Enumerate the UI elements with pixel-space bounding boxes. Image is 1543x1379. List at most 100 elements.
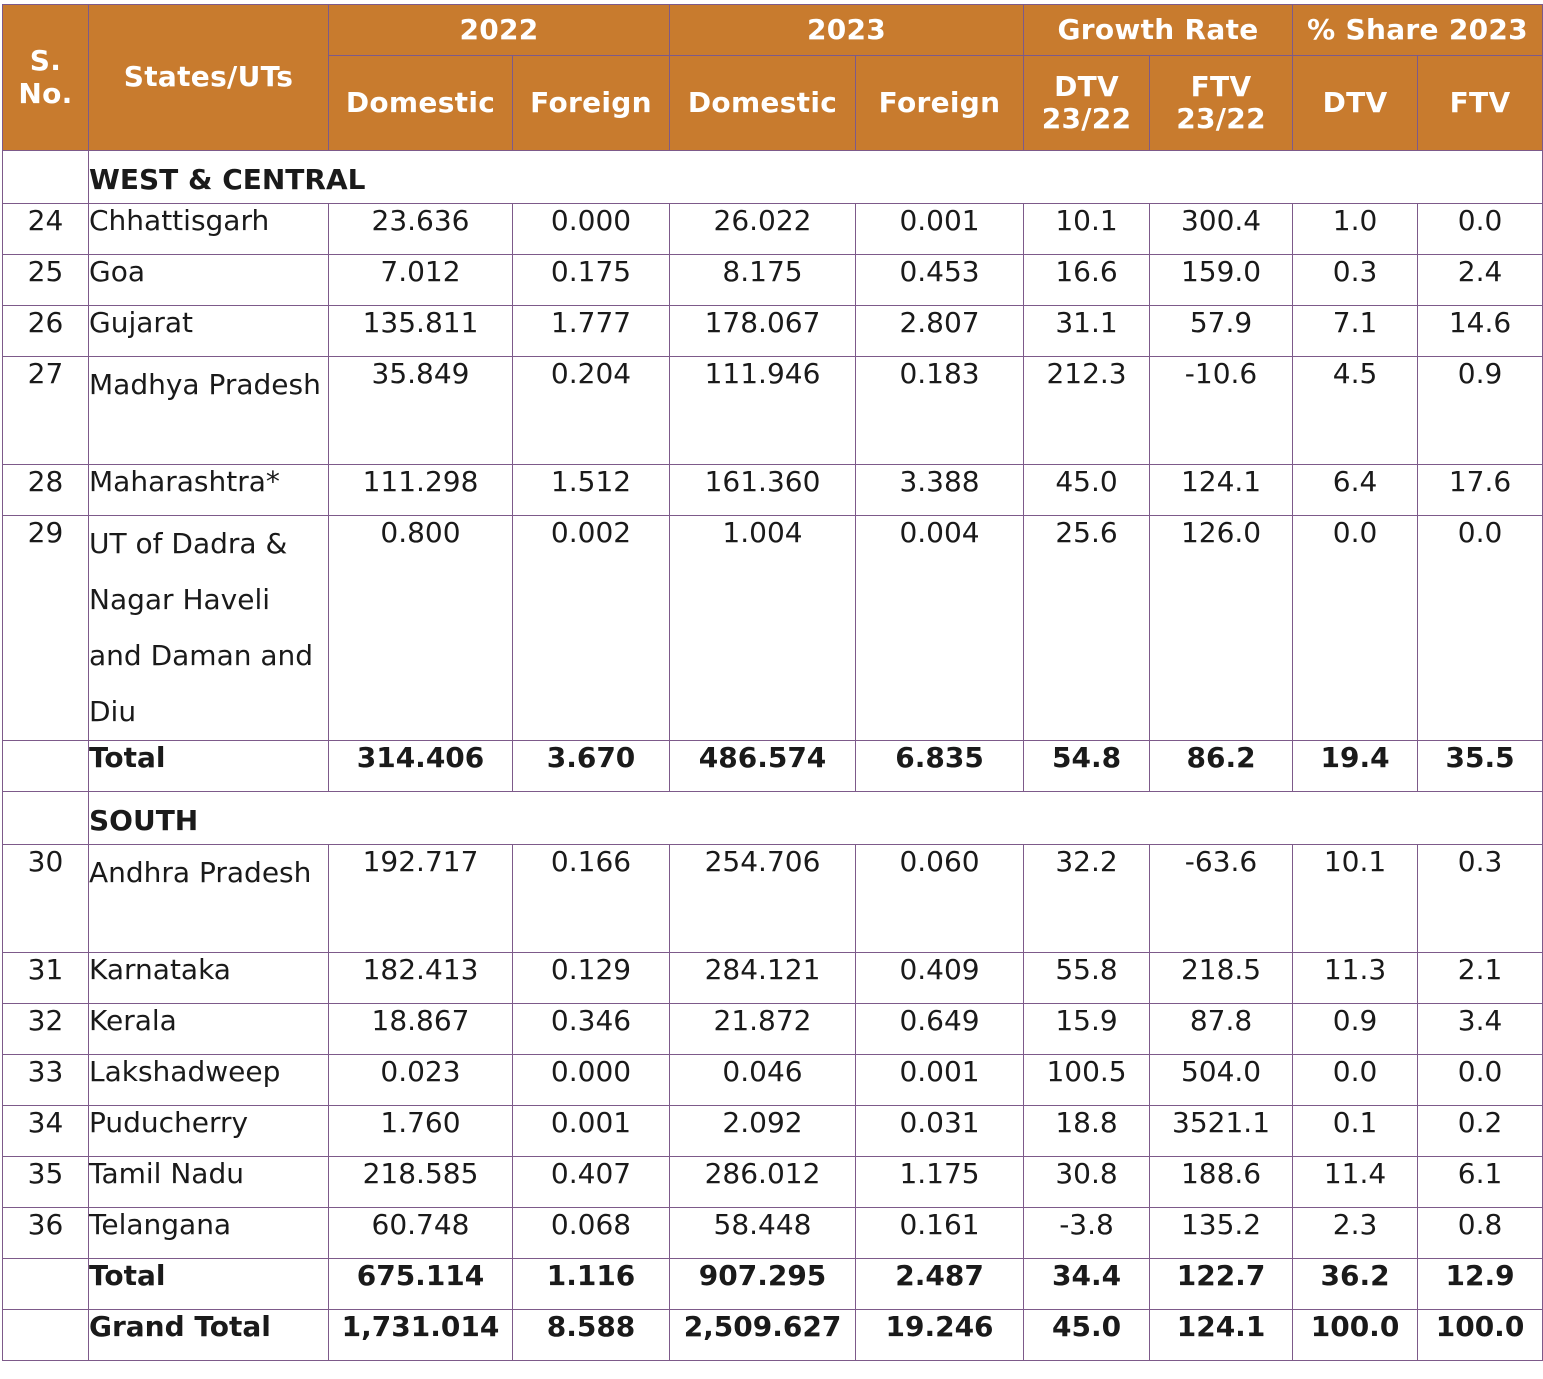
row-domestic-2022: 0.800 — [328, 515, 513, 741]
grand-total-dtv-growth: 45.0 — [1023, 1309, 1151, 1361]
row-state: Lakshadweep — [88, 1054, 329, 1106]
total-foreign-2022: 3.670 — [511, 740, 671, 792]
total-row: Total 314.406 3.670 486.574 6.835 54.8 8… — [2, 740, 1543, 792]
row-state: Madhya Pradesh — [88, 356, 329, 465]
section-title: WEST & CENTRAL — [87, 150, 1543, 204]
grand-total-dtv-share: 100.0 — [1292, 1309, 1419, 1361]
row-ftv-growth: 87.8 — [1149, 1003, 1294, 1055]
row-dtv-growth: 55.8 — [1023, 952, 1151, 1004]
table-body: WEST & CENTRAL 24 Chhattisgarh 23.636 0.… — [2, 150, 1543, 1361]
row-ftv-share: 14.6 — [1417, 305, 1543, 357]
row-sno: 26 — [2, 305, 89, 357]
row-ftv-share: 0.8 — [1417, 1207, 1543, 1259]
row-sno: 35 — [2, 1156, 89, 1208]
total-sno-cell — [2, 1258, 89, 1310]
row-domestic-2023: 21.872 — [669, 1003, 857, 1055]
row-sno: 32 — [2, 1003, 89, 1055]
row-domestic-2022: 218.585 — [328, 1156, 513, 1208]
grand-total-row: Grand Total 1,731.014 8.588 2,509.627 19… — [2, 1309, 1543, 1361]
header-foreign-2023: Foreign — [855, 55, 1025, 151]
total-foreign-2022: 1.116 — [511, 1258, 671, 1310]
row-dtv-growth: 25.6 — [1023, 515, 1151, 741]
table-row: 28 Maharashtra* 111.298 1.512 161.360 3.… — [2, 464, 1543, 516]
row-state: UT of Dadra & Nagar Haveli and Daman and… — [88, 515, 329, 741]
grand-total-ftv-growth: 124.1 — [1149, 1309, 1294, 1361]
row-state: Maharashtra* — [88, 464, 329, 516]
section-sno-cell — [2, 150, 89, 204]
row-dtv-growth: -3.8 — [1023, 1207, 1151, 1259]
total-label: Total — [88, 740, 329, 792]
total-foreign-2023: 6.835 — [855, 740, 1025, 792]
row-ftv-share: 3.4 — [1417, 1003, 1543, 1055]
row-ftv-growth: 124.1 — [1149, 464, 1294, 516]
row-dtv-growth: 15.9 — [1023, 1003, 1151, 1055]
grand-total-domestic-2022: 1,731.014 — [328, 1309, 513, 1361]
row-foreign-2023: 0.161 — [855, 1207, 1025, 1259]
row-state: Puducherry — [88, 1105, 329, 1157]
row-foreign-2022: 0.346 — [511, 1003, 671, 1055]
total-domestic-2022: 675.114 — [328, 1258, 513, 1310]
header-2022: 2022 — [327, 4, 671, 56]
row-foreign-2022: 0.001 — [511, 1105, 671, 1157]
row-domestic-2022: 1.760 — [328, 1105, 513, 1157]
row-state: Goa — [88, 254, 329, 306]
header-domestic-2022: Domestic — [328, 55, 513, 151]
total-dtv-growth: 54.8 — [1023, 740, 1151, 792]
row-dtv-growth: 100.5 — [1023, 1054, 1151, 1106]
row-dtv-share: 2.3 — [1292, 1207, 1419, 1259]
row-dtv-share: 0.1 — [1292, 1105, 1419, 1157]
table-row: 32 Kerala 18.867 0.346 21.872 0.649 15.9… — [2, 1003, 1543, 1055]
row-dtv-growth: 10.1 — [1023, 203, 1151, 255]
row-state: Chhattisgarh — [88, 203, 329, 255]
row-state: Karnataka — [88, 952, 329, 1004]
row-ftv-share: 0.9 — [1417, 356, 1543, 465]
total-row: Total 675.114 1.116 907.295 2.487 34.4 1… — [2, 1258, 1543, 1310]
row-foreign-2023: 3.388 — [855, 464, 1025, 516]
row-domestic-2022: 0.023 — [328, 1054, 513, 1106]
row-sno: 33 — [2, 1054, 89, 1106]
row-foreign-2023: 0.004 — [855, 515, 1025, 741]
row-domestic-2023: 178.067 — [669, 305, 857, 357]
row-domestic-2022: 60.748 — [328, 1207, 513, 1259]
row-foreign-2023: 0.409 — [855, 952, 1025, 1004]
row-state: Andhra Pradesh — [88, 844, 329, 953]
row-foreign-2022: 0.000 — [511, 1054, 671, 1106]
row-foreign-2022: 0.129 — [511, 952, 671, 1004]
total-ftv-growth: 122.7 — [1149, 1258, 1294, 1310]
row-state: Kerala — [88, 1003, 329, 1055]
row-sno: 25 — [2, 254, 89, 306]
row-dtv-share: 4.5 — [1292, 356, 1419, 465]
row-dtv-growth: 30.8 — [1023, 1156, 1151, 1208]
row-ftv-growth: 135.2 — [1149, 1207, 1294, 1259]
row-ftv-share: 0.3 — [1417, 844, 1543, 953]
header-domestic-2023: Domestic — [669, 55, 857, 151]
header-share-2023: % Share 2023 — [1292, 4, 1543, 56]
row-domestic-2023: 1.004 — [669, 515, 857, 741]
row-domestic-2022: 18.867 — [328, 1003, 513, 1055]
row-ftv-growth: 218.5 — [1149, 952, 1294, 1004]
row-sno: 31 — [2, 952, 89, 1004]
header-foreign-2022: Foreign — [511, 55, 671, 151]
row-foreign-2022: 0.175 — [511, 254, 671, 306]
header-growth-rate: Growth Rate — [1023, 4, 1294, 56]
row-sno: 24 — [2, 203, 89, 255]
row-foreign-2022: 0.166 — [511, 844, 671, 953]
row-domestic-2023: 254.706 — [669, 844, 857, 953]
row-foreign-2022: 0.068 — [511, 1207, 671, 1259]
row-domestic-2023: 2.092 — [669, 1105, 857, 1157]
row-dtv-share: 0.0 — [1292, 1054, 1419, 1106]
row-foreign-2022: 0.407 — [511, 1156, 671, 1208]
row-state: Tamil Nadu — [88, 1156, 329, 1208]
row-dtv-share: 1.0 — [1292, 203, 1419, 255]
row-domestic-2023: 8.175 — [669, 254, 857, 306]
total-label: Total — [88, 1258, 329, 1310]
row-domestic-2022: 111.298 — [328, 464, 513, 516]
row-domestic-2023: 111.946 — [669, 356, 857, 465]
section-title: SOUTH — [87, 791, 1543, 845]
table-row: 24 Chhattisgarh 23.636 0.000 26.022 0.00… — [2, 203, 1543, 255]
row-foreign-2022: 0.204 — [511, 356, 671, 465]
row-domestic-2023: 26.022 — [669, 203, 857, 255]
row-sno: 27 — [2, 356, 89, 465]
table-row: 27 Madhya Pradesh 35.849 0.204 111.946 0… — [2, 356, 1543, 465]
grand-total-ftv-share: 100.0 — [1417, 1309, 1543, 1361]
